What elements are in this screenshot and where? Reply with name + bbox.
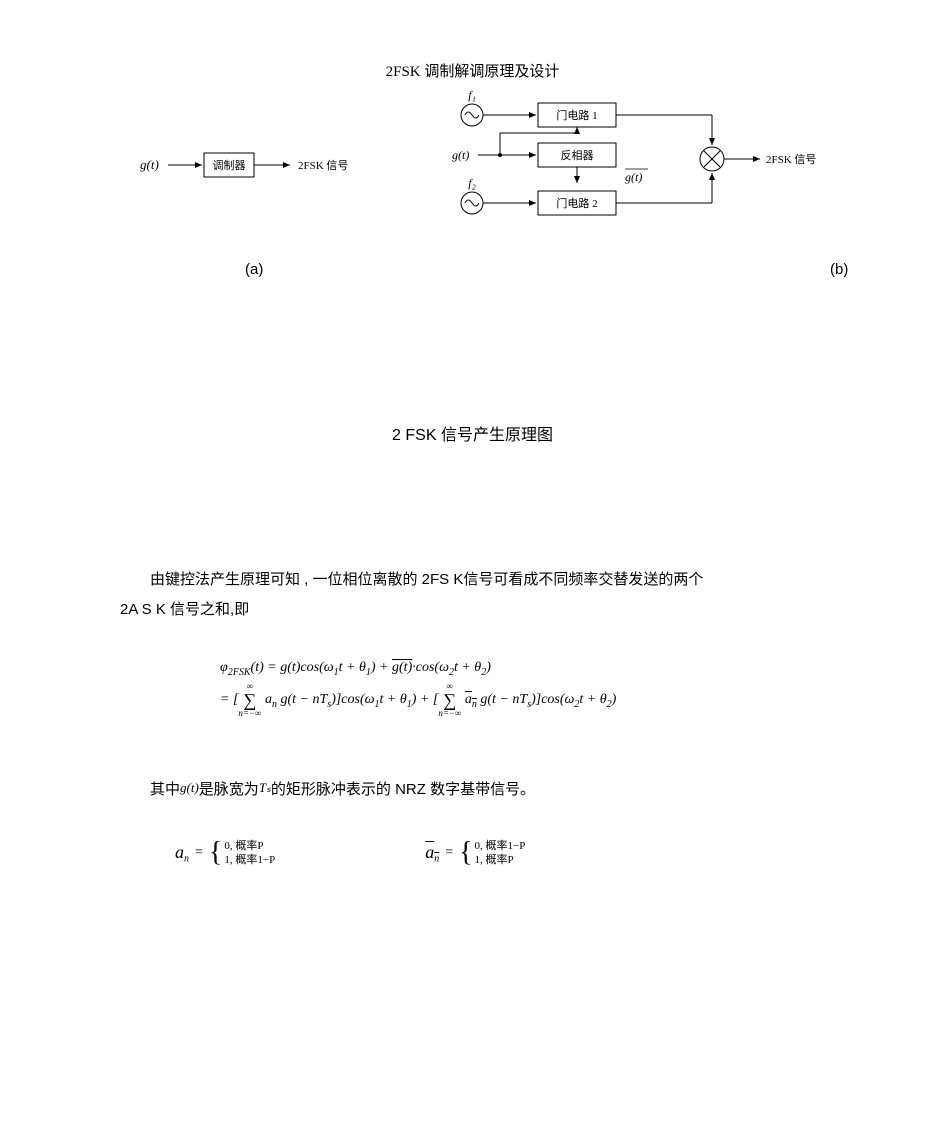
diag-b-output: 2FSK 信号 <box>766 153 816 166</box>
row-labels: (a) (b) <box>0 261 945 301</box>
diag-a-output: 2FSK 信号 <box>298 159 348 172</box>
osc2-label: f₂ <box>468 176 476 190</box>
an-bar-case-1: 1, 概率P <box>475 853 526 867</box>
an-definition: an = { 0, 概率P 1, 概率1−P <box>175 839 275 868</box>
equation-line-1: φ2FSK(t) = g(t)cos(ω1t + θ1) + g(t)·cos(… <box>220 655 945 682</box>
p2-var1: g(t) <box>180 780 199 795</box>
p2-prefix: 其中 <box>150 781 180 798</box>
an-bar-symbol: an <box>425 842 439 864</box>
p2-mid: 是脉宽为 <box>199 781 259 798</box>
p2-suffix: 的矩形脉冲表示的 NRZ 数字基带信号。 <box>271 781 535 798</box>
diagram-a: g(t) 调制器 2FSK 信号 <box>140 141 400 196</box>
page-title: 2FSK 调制解调原理及设计 <box>0 0 945 81</box>
an-bar-definition: an = { 0, 概率1−P 1, 概率P <box>425 839 525 868</box>
diagrams-row: g(t) 调制器 2FSK 信号 f₁ 门电路 1 g(t) <box>0 81 945 261</box>
paragraph-2: 其中g(t)是脉宽为Tₛ的矩形脉冲表示的 NRZ 数字基带信号。 <box>0 778 945 799</box>
an-symbol: an <box>175 842 189 864</box>
p2-var2: Tₛ <box>259 780 271 795</box>
an-case-0: 0, 概率P <box>224 839 275 853</box>
diag-b-input: g(t) <box>452 148 469 162</box>
inv-out-label: g(t) <box>625 170 642 184</box>
paragraph-1-line2: 2A S K 信号之和,即 <box>0 595 945 625</box>
osc1-label: f₁ <box>468 88 476 102</box>
diagram-a-svg: g(t) 调制器 2FSK 信号 <box>140 141 400 191</box>
an-case-1: 1, 概率1−P <box>224 853 275 867</box>
an-bar-case-0: 0, 概率1−P <box>475 839 526 853</box>
gate2-label: 门电路 2 <box>556 196 597 210</box>
probability-definitions: an = { 0, 概率P 1, 概率1−P an = { 0, 概率1−P 1… <box>0 839 945 868</box>
subtitle: 2 FSK 信号产生原理图 <box>0 421 945 445</box>
equation-block: φ2FSK(t) = g(t)cos(ω1t + θ1) + g(t)·cos(… <box>220 655 945 718</box>
inverter-label: 反相器 <box>561 149 594 162</box>
diag-a-block: 调制器 <box>213 159 246 172</box>
diag-a-input: g(t) <box>140 157 159 172</box>
equation-line-2: = [∞∑n=−∞ an g(t − nTs)]cos(ω1t + θ1) + … <box>220 682 945 718</box>
paragraph-1-line1: 由键控法产生原理可知 , 一位相位离散的 2FS K信号可看成不同频率交替发送的… <box>0 565 945 595</box>
label-b: (b) <box>830 261 848 278</box>
diagram-b: f₁ 门电路 1 g(t) 反相器 g(t) f₂ <box>440 81 840 256</box>
label-a: (a) <box>245 261 263 278</box>
diagram-b-svg: f₁ 门电路 1 g(t) 反相器 g(t) f₂ <box>440 81 840 251</box>
gate1-label: 门电路 1 <box>556 108 597 122</box>
